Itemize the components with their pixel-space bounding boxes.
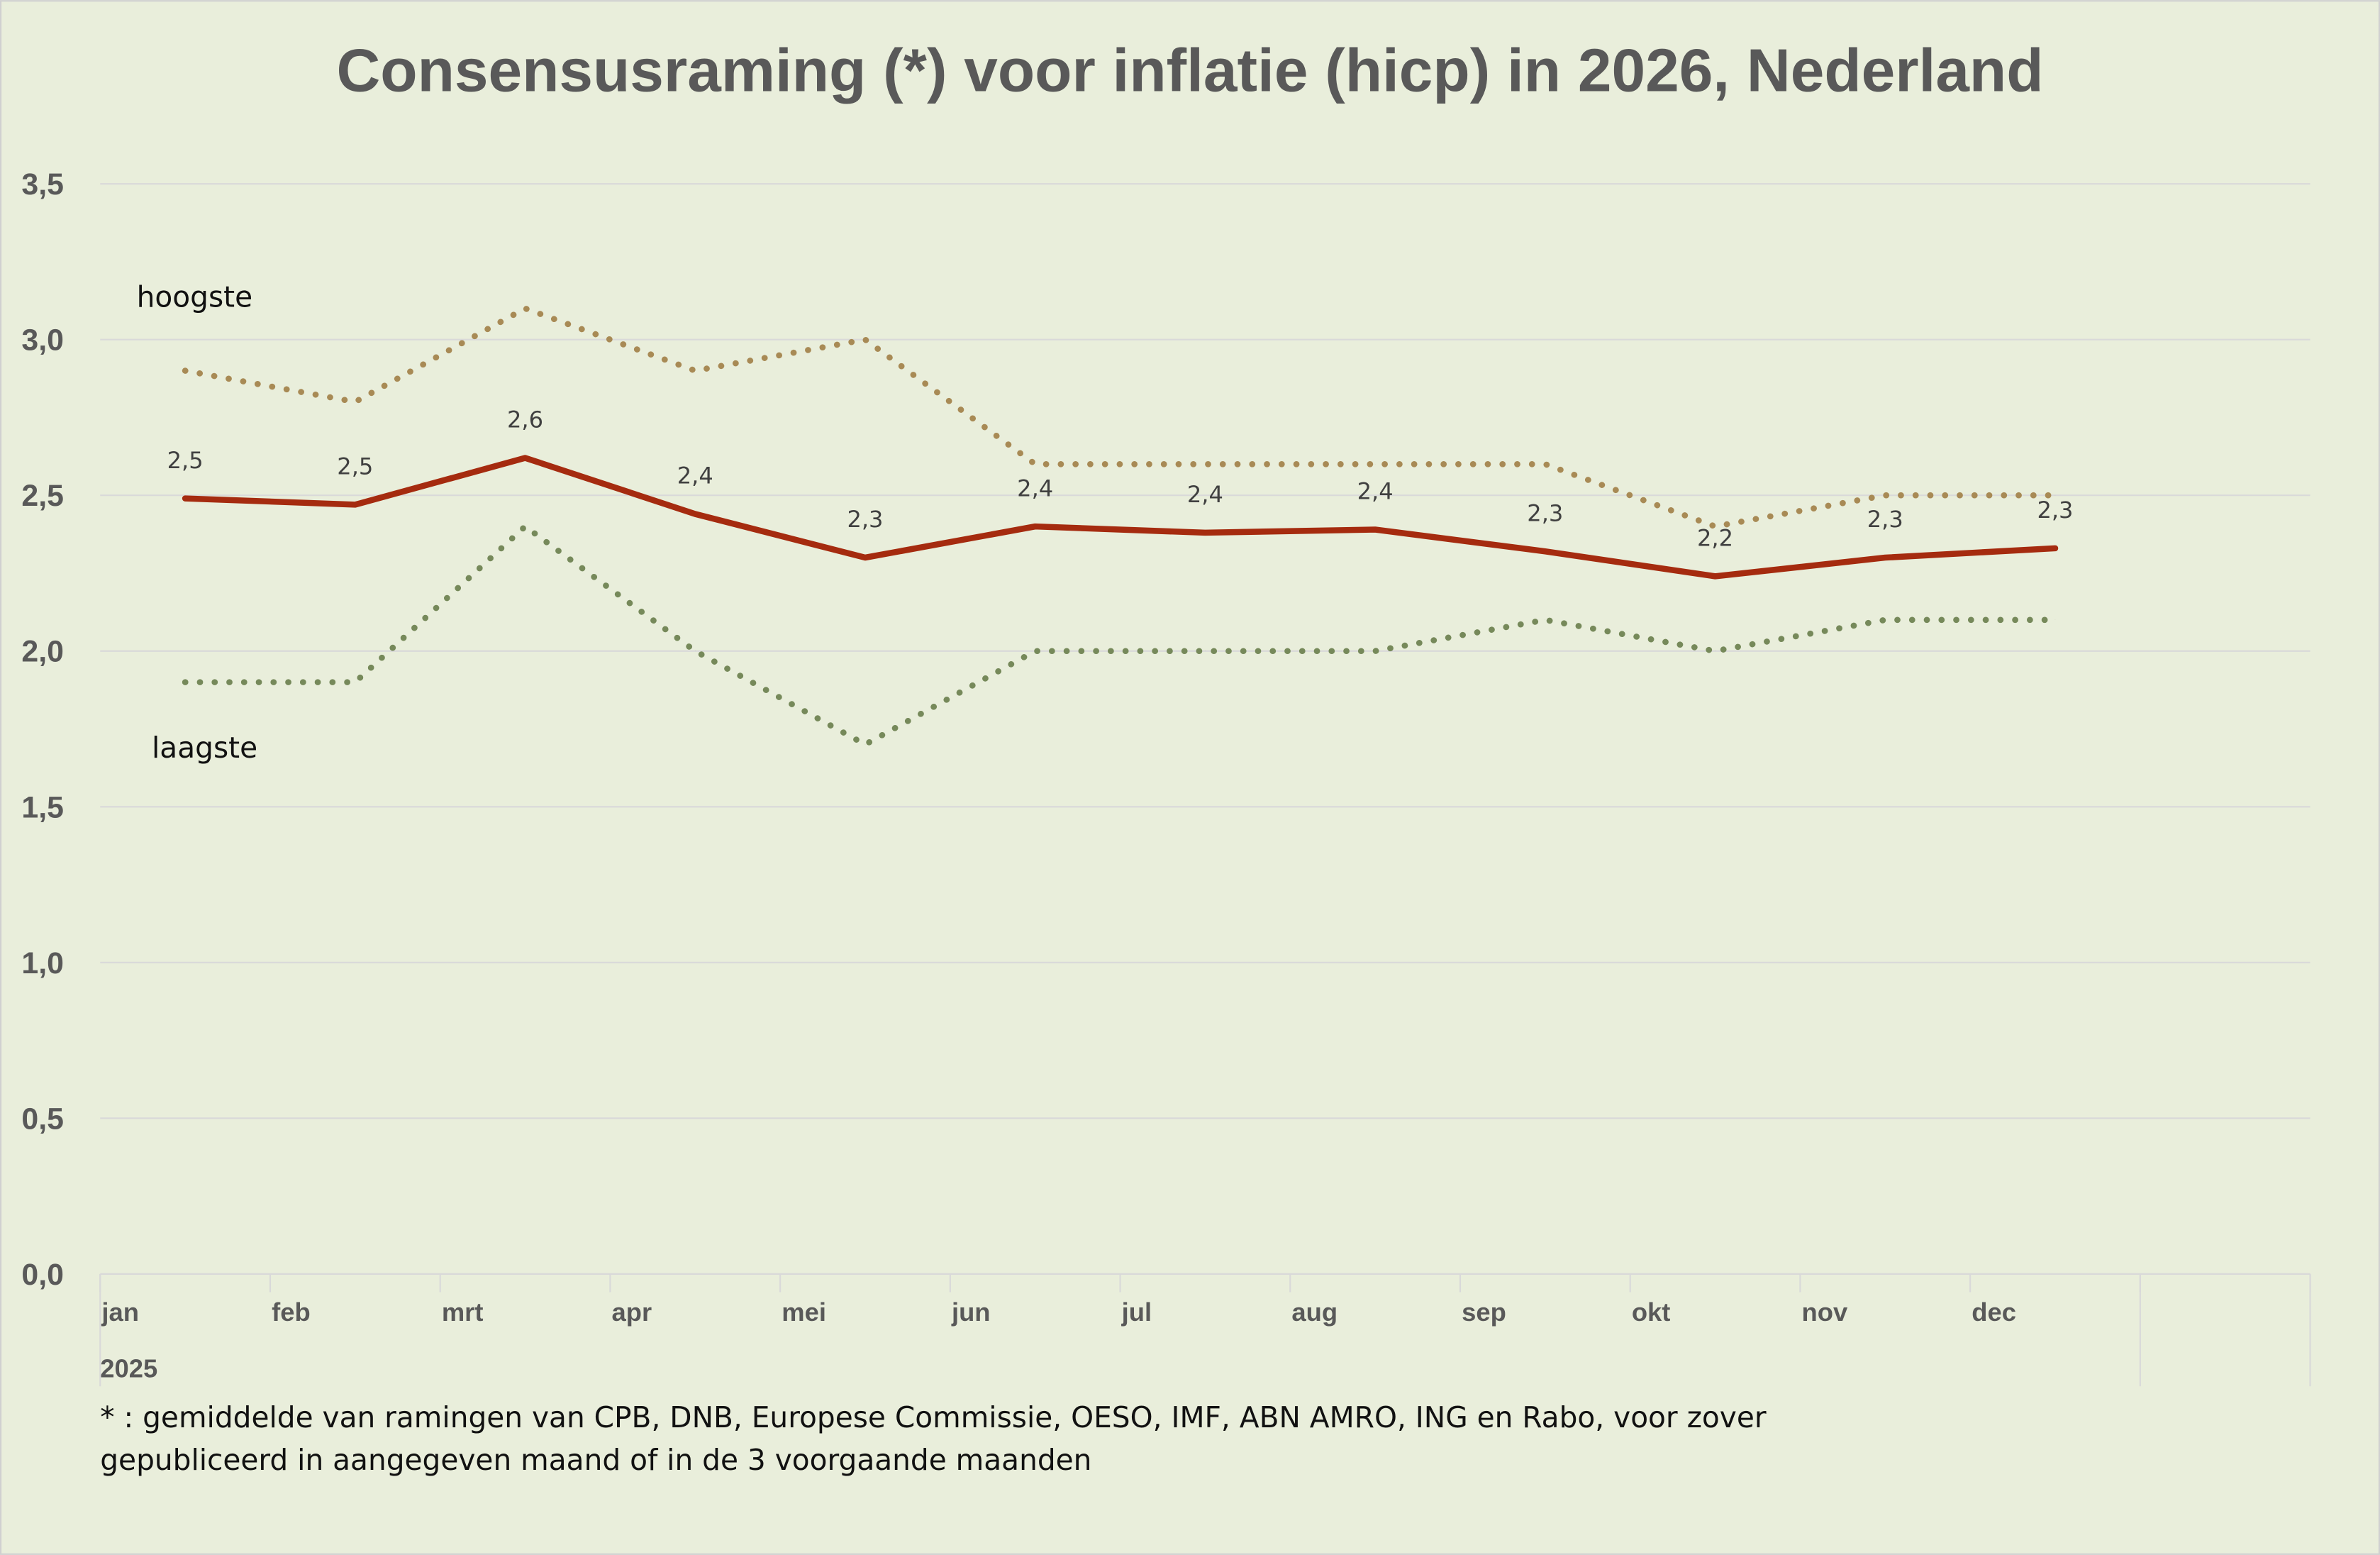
data-label: 2,4: [1017, 475, 1053, 502]
data-label: 2,5: [337, 453, 373, 480]
gridlines: [100, 183, 2311, 1119]
data-label: 2,3: [2037, 497, 2073, 524]
y-axis: 0,0 0,5 1,0 1,5 2,0 2,5 3,0 3,5: [21, 167, 64, 1292]
x-tick-label: okt: [1632, 1297, 1671, 1327]
x-tick-label: feb: [272, 1297, 311, 1327]
x-tick-label: nov: [1802, 1297, 1848, 1327]
y-tick-label: 2,5: [21, 479, 64, 513]
series-line-hoogste: [182, 305, 2059, 530]
data-labels: 2,5 2,5 2,6 2,4 2,3 2,4 2,4 2,4 2,3 2,2 2,3 2,3: [167, 406, 2074, 552]
x-tick-label: sep: [1462, 1297, 1506, 1327]
data-label: 2,3: [847, 506, 883, 533]
x-tick-label: jul: [1121, 1297, 1152, 1327]
x-tick-label: jun: [951, 1297, 991, 1327]
y-tick-label: 3,0: [21, 323, 64, 358]
x-tick-label: jan: [101, 1297, 139, 1327]
x-tick-label: apr: [612, 1297, 652, 1327]
annotation-hoogste: hoogste: [137, 280, 252, 314]
x-axis: jan feb mrt apr mei jun jul aug sep okt nov dec: [99, 1273, 2311, 1387]
y-tick-label: 1,5: [21, 790, 64, 824]
footnote-line-1: * : gemiddelde van ramingen van CPB, DNB…: [100, 1400, 1767, 1434]
data-label: 2,3: [1527, 499, 1563, 526]
x-tick-label: dec: [1972, 1297, 2016, 1327]
data-label: 2,6: [507, 406, 543, 433]
data-label: 2,4: [1187, 481, 1223, 508]
x-tick-label: mrt: [442, 1297, 484, 1327]
y-tick-label: 3,5: [21, 167, 64, 201]
y-tick-label: 2,0: [21, 635, 64, 669]
data-label: 2,4: [1357, 478, 1394, 505]
data-label: 2,5: [167, 447, 204, 474]
y-tick-label: 0,0: [21, 1258, 64, 1292]
y-tick-label: 1,0: [21, 946, 64, 980]
y-tick-label: 0,5: [21, 1102, 64, 1136]
series-lines: [182, 305, 2059, 748]
x-tick-label: aug: [1291, 1297, 1338, 1327]
annotation-laagste: laagste: [152, 731, 257, 765]
data-label: 2,3: [1867, 506, 1903, 533]
data-label: 2,2: [1697, 525, 1733, 552]
chart-title: Consensusraming (*) voor inflatie (hicp)…: [336, 37, 2043, 105]
x-group-label: 2025: [100, 1354, 157, 1383]
series-line-gemiddelde: [182, 455, 2059, 580]
x-tick-label: mei: [782, 1297, 826, 1327]
footnote-line-2: gepubliceerd in aangegeven maand of in d…: [100, 1443, 1091, 1477]
data-label: 2,4: [677, 463, 713, 489]
